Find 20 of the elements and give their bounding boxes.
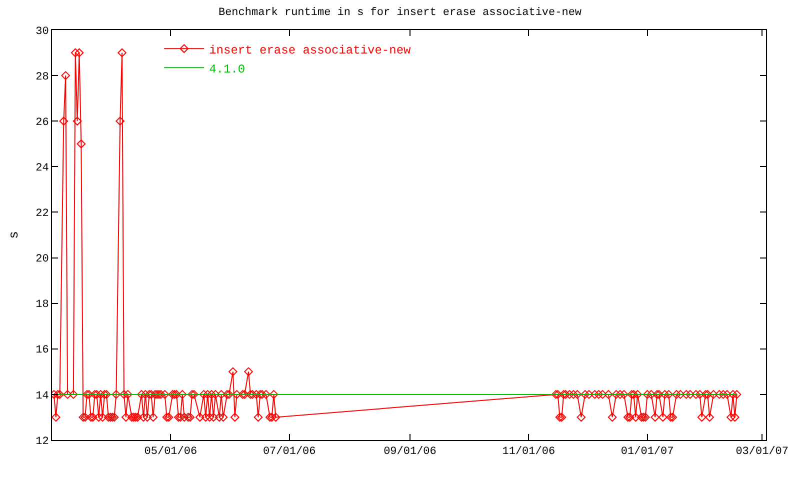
y-axis-title: s <box>6 231 22 239</box>
legend-label: 4.1.0 <box>209 62 246 76</box>
legend-label: insert erase associative-new <box>209 43 412 58</box>
x-tick-label: 01/01/07 <box>620 446 674 458</box>
x-tick-label: 07/01/06 <box>262 446 316 458</box>
y-tick-label: 26 <box>36 116 49 129</box>
y-tick-label: 16 <box>36 344 49 357</box>
x-tick-label: 11/01/06 <box>502 446 556 458</box>
x-tick-label: 09/01/06 <box>384 446 436 458</box>
y-tick-label: 12 <box>36 436 49 448</box>
y-tick-label: 14 <box>36 390 50 402</box>
y-tick-label: 20 <box>36 254 49 266</box>
chart-title: Benchmark runtime in s for insert erase associative-new <box>218 6 582 19</box>
y-tick-label: 30 <box>36 26 49 38</box>
x-tick-label: 05/01/06 <box>144 446 198 458</box>
x-tick-label: 03/01/07 <box>736 446 789 458</box>
y-tick-label: 18 <box>36 299 49 312</box>
y-tick-label: 24 <box>36 162 50 175</box>
y-tick-label: 28 <box>36 71 49 84</box>
y-tick-label: 22 <box>36 208 49 220</box>
